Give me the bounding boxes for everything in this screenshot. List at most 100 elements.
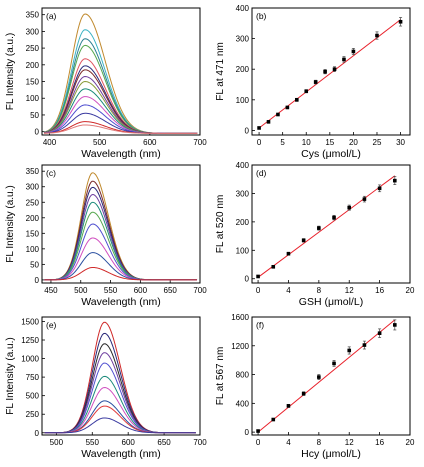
x-tick-label: 500: [93, 138, 107, 147]
x-tick-label: 12: [345, 438, 354, 447]
y-tick-label: 0: [245, 275, 250, 284]
x-tick-label: 600: [134, 286, 148, 295]
data-point: [398, 19, 403, 24]
data-point: [342, 57, 346, 62]
spectrum-line-10: [44, 417, 196, 434]
x-tick-label: 650: [164, 286, 178, 295]
spectrum-line-10: [44, 266, 198, 281]
y-tick-label: 250: [26, 198, 40, 207]
data-point: [256, 274, 260, 279]
data-point: [347, 348, 352, 353]
data-point: [301, 391, 306, 396]
y-tick-label: 1200: [231, 342, 249, 351]
y-tick-label: 300: [26, 183, 40, 192]
y-tick-label: 100: [26, 94, 40, 103]
spectrum-line-9: [44, 405, 196, 434]
y-tick-label: 0: [35, 276, 40, 285]
plot-frame: [251, 316, 411, 436]
data-point: [313, 80, 318, 84]
fit-line: [257, 175, 396, 278]
data-point: [271, 417, 276, 422]
x-tick-label: 550: [86, 438, 100, 447]
data-point: [304, 89, 309, 94]
data-point: [285, 105, 290, 110]
fit-line: [258, 19, 401, 129]
data-point: [393, 323, 397, 327]
x-tick-label: 20: [349, 138, 358, 147]
data-point: [286, 404, 291, 408]
x-axis-label: Wavelength (nm): [81, 296, 161, 308]
data-point: [301, 238, 306, 243]
y-tick-label: 200: [236, 218, 250, 227]
y-tick-label: 300: [26, 27, 40, 36]
panel-label: (c): [46, 168, 56, 178]
data-point: [295, 98, 299, 102]
x-tick-label: 30: [396, 138, 405, 147]
y-tick-label: 200: [26, 214, 40, 223]
y-tick-label: 1250: [21, 336, 39, 345]
x-tick-label: 10: [302, 138, 311, 147]
y-tick-label: 100: [236, 96, 250, 105]
y-tick-label: 50: [30, 111, 39, 120]
x-tick-label: 16: [375, 286, 384, 295]
x-axis-label: Wavelength (nm): [81, 148, 161, 160]
x-tick-label: 12: [345, 286, 354, 295]
data-point: [266, 120, 271, 124]
data-point: [332, 215, 336, 220]
fit-line: [257, 319, 396, 433]
panel-f: 0 4 8 12 16 20 0 400 800 1200 1600 Hcy (μmol/L) FL a…: [215, 313, 415, 460]
x-tick-label: 8: [317, 286, 322, 295]
y-tick-label: 300: [236, 189, 250, 198]
spectrum-line-15: [44, 124, 198, 134]
y-axis-label: FL at 471 nm: [215, 42, 226, 101]
y-axis-label: FL at 567 nm: [215, 347, 226, 406]
plot-frame: [41, 7, 201, 136]
y-tick-label: 300: [236, 35, 250, 44]
plot-frame: [251, 7, 411, 136]
y-tick-label: 350: [26, 167, 40, 176]
data-point: [362, 197, 367, 201]
x-tick-label: 16: [375, 438, 384, 447]
x-tick-label: 0: [257, 138, 262, 147]
plot-frame: [251, 164, 411, 284]
y-tick-label: 0: [245, 126, 250, 135]
y-tick-label: 1500: [21, 317, 39, 326]
x-axis-label: Hcy (μmol/L): [301, 448, 361, 460]
y-tick-label: 350: [26, 11, 40, 20]
data-point: [271, 264, 276, 269]
data-point: [375, 33, 379, 38]
data-point: [323, 69, 327, 74]
data-point: [377, 186, 382, 191]
x-tick-label: 700: [193, 286, 207, 295]
panel-a: 400 500 600 700 0 50 100 150 200 250 300 350 Wavelen…: [5, 7, 207, 160]
data-point: [347, 205, 352, 210]
panel-label: (b): [256, 11, 267, 21]
panel-c: 450 500 550 600 650 700 0 50 100 150 200 250 300 350 W…: [5, 164, 207, 308]
data-point: [377, 331, 382, 335]
plot-frame: [41, 316, 201, 436]
data-point: [256, 429, 260, 433]
y-axis-label: FL at 520 nm: [215, 195, 226, 254]
y-tick-label: 0: [35, 429, 40, 438]
spectrum-line-3: [44, 343, 196, 434]
x-tick-label: 0: [256, 438, 261, 447]
x-tick-label: 0: [256, 286, 261, 295]
panel-label: (a): [46, 11, 57, 21]
x-tick-label: 25: [373, 138, 382, 147]
x-tick-label: 4: [286, 286, 291, 295]
plot-frame: [41, 164, 201, 284]
x-tick-label: 15: [325, 138, 334, 147]
y-tick-label: 150: [26, 229, 40, 238]
y-tick-label: 500: [26, 392, 40, 401]
y-axis-label: FL Intensity (a.u.): [5, 33, 16, 110]
y-tick-label: 0: [35, 128, 40, 137]
y-tick-label: 400: [236, 4, 250, 13]
y-tick-label: 100: [236, 246, 250, 255]
y-tick-label: 200: [236, 65, 250, 74]
y-tick-label: 1600: [231, 313, 249, 322]
x-tick-label: 20: [406, 438, 415, 447]
data-point: [317, 375, 321, 379]
